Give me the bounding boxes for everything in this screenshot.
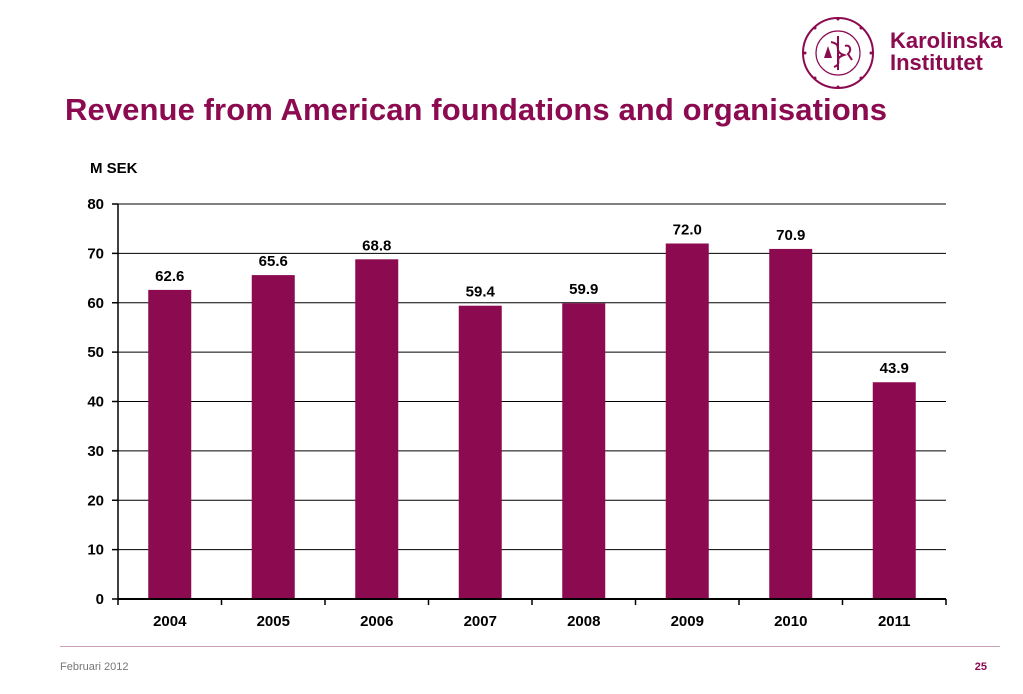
bar — [872, 382, 916, 599]
bar — [355, 259, 399, 599]
footer-date: Februari 2012 — [60, 661, 129, 673]
x-tick-label: 2007 — [464, 613, 497, 630]
x-tick-label: 2010 — [774, 613, 807, 630]
x-tick-label: 2011 — [878, 613, 911, 630]
data-label: 59.9 — [569, 281, 598, 298]
y-tick-label: 80 — [87, 196, 104, 213]
bar-chart: M SEK 0 10 20 30 40 50 60 70 80 62.6 2004 65.6 2005… — [87, 160, 947, 630]
karolinska-seal-logo — [802, 17, 874, 89]
data-label: 65.6 — [259, 253, 288, 270]
y-tick-label: 60 — [87, 295, 104, 312]
logo-line-2: Institutet — [890, 50, 983, 75]
y-tick-label: 0 — [96, 591, 104, 608]
y-tick-label: 30 — [87, 443, 104, 460]
data-label: 72.0 — [673, 222, 702, 239]
bar — [251, 275, 295, 599]
y-tick-label: 20 — [87, 492, 104, 509]
y-tick-label: 70 — [87, 245, 104, 262]
data-label: 70.9 — [776, 227, 805, 244]
footer-divider — [60, 646, 1000, 647]
y-tick-label: 40 — [87, 394, 104, 411]
logo-wordmark: Karolinska Institutet — [890, 30, 1003, 74]
x-tick-label: 2005 — [257, 613, 290, 630]
x-tick-label: 2004 — [153, 613, 187, 630]
bar — [562, 303, 606, 599]
y-axis-unit-label: M SEK — [90, 160, 138, 177]
data-label: 59.4 — [466, 284, 496, 301]
slide-title: Revenue from American foundations and or… — [65, 92, 888, 127]
logo-line-1: Karolinska — [890, 28, 1003, 53]
y-tick-label: 50 — [87, 344, 104, 361]
x-tick-label: 2008 — [567, 613, 600, 630]
bar — [769, 248, 813, 599]
page-number: 25 — [974, 661, 987, 673]
bar — [458, 305, 502, 599]
data-label: 43.9 — [880, 360, 909, 377]
y-tick-label: 10 — [87, 542, 104, 559]
data-label: 68.8 — [362, 237, 391, 254]
x-tick-label: 2009 — [671, 613, 704, 630]
bar — [148, 289, 192, 599]
x-tick-label: 2006 — [360, 613, 393, 630]
bar — [665, 243, 709, 599]
data-label: 62.6 — [155, 268, 184, 285]
